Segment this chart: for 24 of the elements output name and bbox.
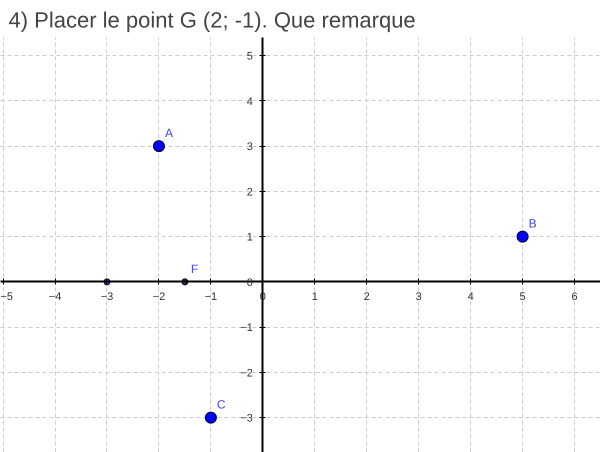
y-tick-label: −2: [240, 367, 253, 380]
annotation: C: [216, 398, 226, 412]
annotation: F: [190, 262, 198, 276]
y-tick-label: 1: [246, 232, 253, 244]
x-tick-label: 2: [364, 290, 370, 303]
y-tick-label: 2: [246, 186, 253, 198]
y-tick-label: −1: [240, 322, 253, 334]
x-tick-label: −1: [204, 290, 218, 303]
x-tick-label: −3: [100, 290, 114, 303]
chart-title: 4) Placer le point G (2; -1). Que remarque: [8, 8, 416, 32]
x-tick-label: 1: [312, 290, 318, 303]
y-tick-label: −3: [240, 412, 253, 425]
x-tick-label: −4: [48, 290, 62, 303]
y-tick-label: 4: [246, 96, 253, 108]
x-tick-label: 5: [520, 290, 526, 303]
x-tick-label: 4: [468, 290, 474, 303]
x-tick-label: 3: [416, 290, 422, 303]
x-tick-label: −5: [0, 290, 14, 303]
x-tick-label: −2: [152, 290, 166, 303]
y-tick-label: 5: [246, 50, 253, 63]
annotation: A: [164, 126, 173, 140]
x-tick-label: 6: [571, 290, 578, 303]
y-tick-label: 3: [246, 141, 253, 154]
annotation: B: [528, 216, 537, 231]
